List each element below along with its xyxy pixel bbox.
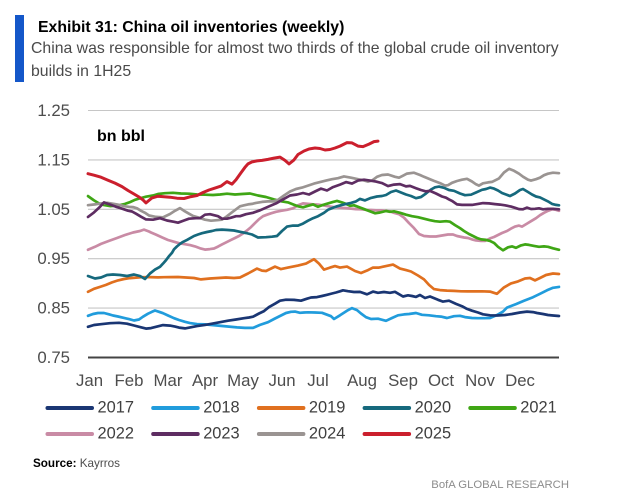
svg-text:Jan: Jan — [76, 371, 103, 390]
svg-text:2017: 2017 — [98, 399, 134, 417]
svg-text:0.75: 0.75 — [37, 348, 70, 367]
svg-text:2022: 2022 — [98, 425, 134, 443]
svg-text:Apr: Apr — [192, 371, 219, 390]
svg-text:Jun: Jun — [268, 371, 295, 390]
svg-text:1.15: 1.15 — [37, 150, 70, 169]
svg-text:2023: 2023 — [203, 425, 239, 443]
svg-text:Feb: Feb — [115, 371, 144, 390]
svg-text:2024: 2024 — [309, 425, 345, 443]
svg-text:2018: 2018 — [203, 399, 239, 417]
svg-text:Dec: Dec — [505, 371, 535, 390]
svg-text:Oct: Oct — [428, 371, 454, 390]
svg-text:2019: 2019 — [309, 399, 345, 417]
svg-text:Nov: Nov — [465, 371, 495, 390]
svg-text:1.25: 1.25 — [37, 101, 70, 120]
svg-text:Mar: Mar — [154, 371, 183, 390]
svg-text:0.95: 0.95 — [37, 249, 70, 268]
svg-text:May: May — [227, 371, 259, 390]
svg-text:2020: 2020 — [415, 399, 451, 417]
svg-text:2025: 2025 — [415, 425, 451, 443]
svg-text:1.05: 1.05 — [37, 200, 70, 219]
svg-text:2021: 2021 — [520, 399, 556, 417]
svg-text:Aug: Aug — [347, 371, 377, 390]
svg-text:Jul: Jul — [307, 371, 328, 390]
svg-text:bn bbl: bn bbl — [97, 128, 145, 145]
svg-text:0.85: 0.85 — [37, 299, 70, 318]
svg-text:Sep: Sep — [388, 371, 418, 390]
